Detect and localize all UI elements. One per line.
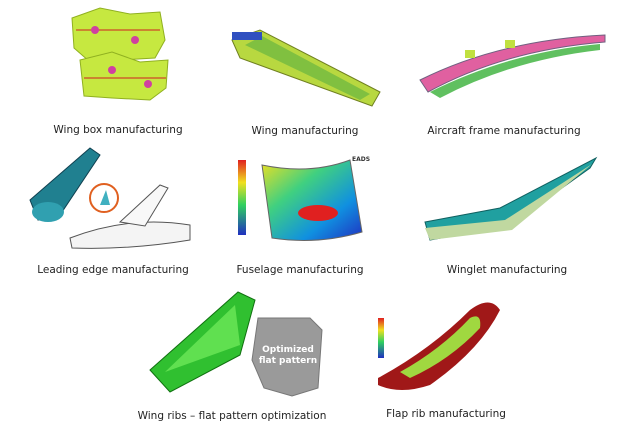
wing-box-image <box>71 7 169 101</box>
fuselage-image <box>238 159 363 241</box>
caption: Wing ribs – flat pattern optimization <box>137 410 327 422</box>
caption: Wing box manufacturing <box>53 124 183 136</box>
caption: Aircraft frame manufacturing <box>427 125 581 137</box>
leading-edge-image <box>29 147 191 249</box>
wing-image <box>231 29 381 107</box>
caption: Winglet manufacturing <box>446 264 568 276</box>
winglet-image <box>424 156 598 241</box>
caption: Leading edge manufacturing <box>37 264 189 276</box>
wing-ribs-image <box>149 291 323 397</box>
flat-pattern-label: Optimized flat pattern <box>258 345 318 366</box>
aircraft-frame-image <box>419 34 606 98</box>
caption: Flap rib manufacturing <box>386 408 506 420</box>
caption: Wing manufacturing <box>251 125 359 137</box>
caption: Fuselage manufacturing <box>236 264 364 276</box>
flap-rib-image <box>378 302 500 390</box>
logo: EADS <box>352 156 371 163</box>
